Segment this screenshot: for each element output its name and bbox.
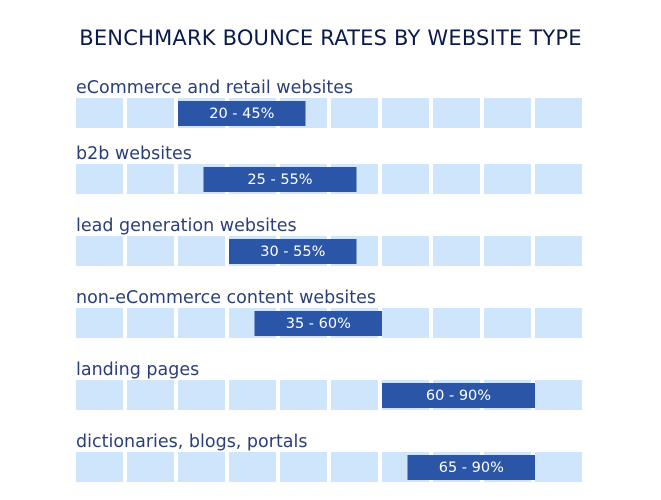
row-label: landing pages [76, 360, 199, 380]
grid-cell [433, 98, 480, 128]
range-label: 60 - 90% [426, 388, 491, 404]
grid-cell [178, 236, 225, 266]
grid-cell [178, 452, 225, 482]
row-label: b2b websites [76, 144, 192, 164]
grid-cell [127, 380, 174, 410]
grid-cell [535, 380, 582, 410]
row-label: dictionaries, blogs, portals [76, 432, 308, 452]
chart-title: BENCHMARK BOUNCE RATES BY WEBSITE TYPE [79, 26, 582, 50]
range-label: 20 - 45% [209, 106, 274, 122]
grid-cell [76, 452, 123, 482]
grid-cell [433, 308, 480, 338]
grid-cell [127, 98, 174, 128]
range-bar [229, 239, 357, 264]
grid-cell [76, 236, 123, 266]
grid-cell [127, 164, 174, 194]
grid-cell [535, 164, 582, 194]
range-label: 30 - 55% [260, 244, 325, 260]
range-label: 25 - 55% [247, 172, 312, 188]
grid-cell [382, 98, 429, 128]
grid-cell [331, 98, 378, 128]
grid-cell [76, 308, 123, 338]
row-label: non-eCommerce content websites [76, 288, 376, 308]
grid-cell [382, 236, 429, 266]
range-bar [178, 101, 306, 126]
range-label: 65 - 90% [439, 460, 504, 476]
grid-cell [331, 452, 378, 482]
row-label: eCommerce and retail websites [76, 78, 353, 98]
grid-cell [382, 308, 429, 338]
grid-cell [433, 164, 480, 194]
grid-cell [484, 164, 531, 194]
grid-cell [382, 164, 429, 194]
grid-cell [484, 98, 531, 128]
grid-cell [127, 452, 174, 482]
grid-cell [229, 452, 276, 482]
grid-cell [127, 308, 174, 338]
range-bar [203, 167, 357, 192]
grid-cell [535, 236, 582, 266]
grid-cell [484, 308, 531, 338]
grid-cell [535, 308, 582, 338]
range-bar [254, 311, 382, 336]
grid-cell [280, 452, 327, 482]
range-label: 35 - 60% [286, 316, 351, 332]
grid-cell [178, 308, 225, 338]
range-bar [407, 455, 535, 480]
grid-cell [535, 98, 582, 128]
grid-cell [76, 380, 123, 410]
grid-cell [280, 380, 327, 410]
grid-cell [535, 452, 582, 482]
grid-cell [229, 380, 276, 410]
row-label: lead generation websites [76, 216, 297, 236]
grid-cell [484, 236, 531, 266]
grid-cell [76, 164, 123, 194]
grid-cell [76, 98, 123, 128]
grid-cell [178, 380, 225, 410]
range-bar [382, 383, 535, 408]
grid-cell [127, 236, 174, 266]
grid-cell [331, 380, 378, 410]
grid-cell [433, 236, 480, 266]
